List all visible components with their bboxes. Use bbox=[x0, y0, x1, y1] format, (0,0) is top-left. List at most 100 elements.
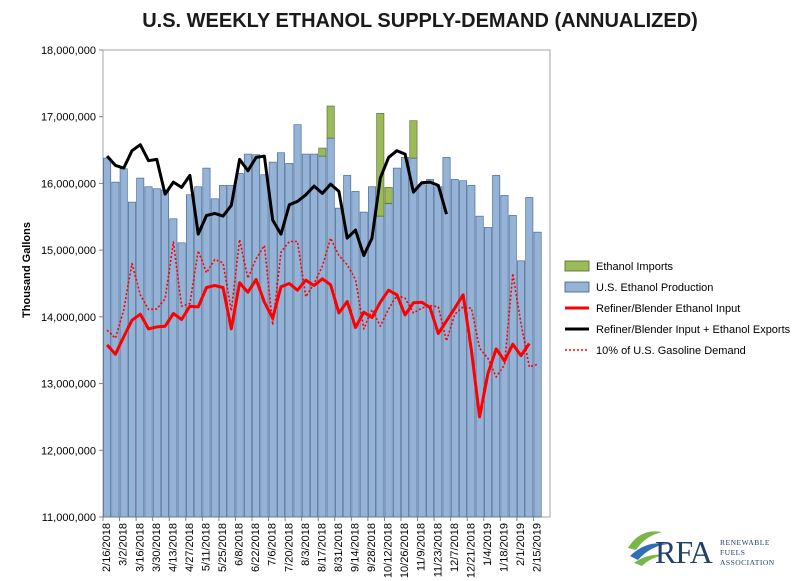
production-bar bbox=[351, 191, 360, 518]
production-bar bbox=[359, 211, 368, 518]
legend-swatch bbox=[564, 281, 590, 293]
production-bar bbox=[177, 242, 186, 518]
production-bar bbox=[450, 179, 459, 518]
x-tick-label: 12/7/2018 bbox=[449, 523, 461, 572]
x-axis: 2/16/2018 3/2/2018 3/16/2018 3/30/2018 4/13/… bbox=[101, 517, 544, 578]
production-bar bbox=[202, 167, 211, 518]
production-bar bbox=[326, 137, 335, 518]
rfa-logo: RFA RENEWABLE FUELS ASSOCIATION bbox=[628, 531, 775, 570]
production-bar bbox=[277, 152, 285, 518]
legend-label: U.S. Ethanol Production bbox=[596, 282, 713, 294]
x-tick-label: 5/25/2018 bbox=[217, 523, 229, 572]
production-bar bbox=[492, 175, 501, 518]
x-tick-label: 3/30/2018 bbox=[151, 523, 163, 572]
x-tick-label: 3/2/2018 bbox=[118, 523, 130, 566]
x-tick-label: 4/27/2018 bbox=[184, 523, 196, 572]
x-tick-label: 8/3/2018 bbox=[300, 523, 312, 566]
production-bar bbox=[392, 167, 401, 518]
y-tick-label: 17,000,000 bbox=[41, 112, 96, 124]
production-bar bbox=[318, 155, 327, 518]
production-bar bbox=[459, 180, 468, 518]
production-bar bbox=[401, 157, 410, 518]
plot-area bbox=[102, 49, 551, 518]
imports-bar bbox=[384, 187, 393, 204]
x-tick-label: 6/22/2018 bbox=[250, 523, 262, 572]
x-tick-label: 10/26/2018 bbox=[399, 523, 411, 578]
logo-subtitle-line-3: ASSOCIATION bbox=[720, 558, 775, 567]
y-axis-label: Thousand Gallons bbox=[21, 222, 33, 318]
production-bar bbox=[103, 157, 112, 518]
production-bar bbox=[219, 185, 227, 518]
x-tick-label: 2/16/2018 bbox=[101, 523, 113, 572]
production-bar bbox=[144, 186, 153, 518]
x-tick-label: 11/23/2018 bbox=[432, 523, 444, 577]
production-bar bbox=[260, 174, 269, 518]
production-bar bbox=[368, 186, 376, 518]
logo-subtitle-line-2: FUELS bbox=[720, 548, 745, 557]
production-bar bbox=[235, 173, 244, 518]
y-tick-label: 13,000,000 bbox=[41, 379, 96, 391]
line-layer bbox=[105, 143, 538, 419]
production-bar bbox=[334, 207, 343, 518]
production-bar bbox=[194, 186, 203, 518]
production-bar bbox=[243, 153, 252, 518]
legend-label: Refiner/Blender Input + Ethanol Exports bbox=[596, 324, 791, 336]
production-bar bbox=[136, 177, 145, 518]
x-tick-label: 9/28/2018 bbox=[366, 523, 378, 572]
chart-title: U.S. WEEKLY ETHANOL SUPPLY-DEMAND (ANNUA… bbox=[142, 10, 698, 32]
production-bar bbox=[268, 161, 277, 518]
y-tick-label: 18,000,000 bbox=[41, 45, 96, 57]
refiner-input-line bbox=[105, 277, 531, 419]
x-tick-label: 2/15/2019 bbox=[532, 523, 544, 572]
production-bar bbox=[285, 163, 294, 518]
production-bar bbox=[343, 175, 352, 518]
production-bar bbox=[227, 185, 236, 518]
x-tick-label: 4/13/2018 bbox=[167, 523, 179, 572]
production-bar bbox=[376, 215, 385, 518]
imports-bar bbox=[409, 120, 418, 159]
x-tick-label: 6/8/2018 bbox=[234, 523, 246, 566]
production-bar bbox=[310, 153, 319, 518]
x-tick-label: 1/18/2019 bbox=[499, 523, 511, 572]
production-bar bbox=[252, 154, 261, 518]
production-bar bbox=[210, 198, 219, 518]
logo-subtitle-line-1: RENEWABLE bbox=[720, 538, 770, 547]
legend-label: Refiner/Blender Ethanol Input bbox=[596, 303, 740, 315]
x-tick-label: 3/16/2018 bbox=[134, 523, 146, 572]
x-tick-label: 8/31/2018 bbox=[333, 523, 345, 572]
production-bar bbox=[301, 153, 310, 518]
y-tick-label: 16,000,000 bbox=[41, 178, 96, 190]
x-tick-label: 5/11/2018 bbox=[201, 523, 213, 571]
production-bar bbox=[508, 215, 517, 518]
production-bar bbox=[475, 215, 484, 518]
production-bar bbox=[533, 231, 542, 518]
y-axis: 11,000,000 12,000,000 13,000,000 14,000,000… bbox=[41, 45, 103, 524]
production-bar bbox=[384, 203, 393, 518]
production-bar bbox=[442, 157, 451, 518]
rfa-swoosh-icon bbox=[628, 531, 668, 566]
legend-label: Ethanol Imports bbox=[596, 261, 674, 273]
bar-layer bbox=[103, 105, 542, 518]
legend-label: 10% of U.S. Gasoline Demand bbox=[596, 345, 746, 357]
x-tick-label: 8/17/2018 bbox=[316, 523, 328, 572]
y-tick-label: 15,000,000 bbox=[41, 245, 96, 257]
x-tick-label: 7/6/2018 bbox=[267, 523, 279, 566]
x-tick-label: 7/20/2018 bbox=[283, 523, 295, 572]
production-bar bbox=[293, 124, 302, 518]
production-bar bbox=[169, 218, 178, 518]
imports-bar bbox=[326, 105, 335, 139]
production-bar bbox=[525, 197, 534, 518]
y-tick-label: 12,000,000 bbox=[41, 445, 96, 457]
x-tick-label: 12/21/2018 bbox=[465, 523, 477, 578]
x-tick-label: 9/14/2018 bbox=[350, 523, 362, 572]
x-tick-label: 2/1/2019 bbox=[515, 523, 527, 566]
logo-name: RFA bbox=[655, 534, 713, 570]
production-bar bbox=[417, 184, 426, 518]
x-tick-label: 10/12/2018 bbox=[383, 523, 395, 578]
production-bar bbox=[128, 201, 136, 518]
legend-swatch bbox=[564, 260, 590, 272]
y-tick-label: 11,000,000 bbox=[42, 512, 96, 524]
imports-bar bbox=[318, 147, 327, 157]
legend: Ethanol Imports U.S. Ethanol Production Re… bbox=[564, 260, 791, 357]
